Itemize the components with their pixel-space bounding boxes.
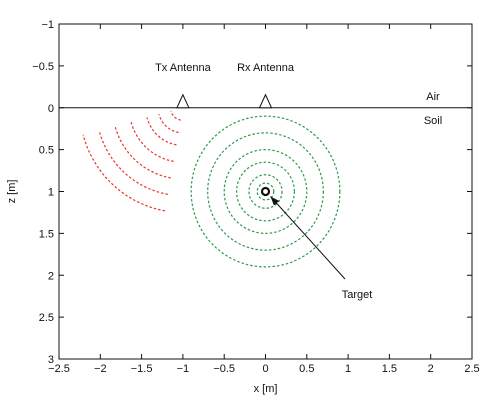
y-tick-label: 2	[48, 270, 54, 282]
y-tick-label: 0	[48, 103, 54, 115]
scattered-wavefront	[190, 115, 341, 268]
scattered-wavefront	[256, 182, 275, 201]
x-ticks: −2.5 −2 −1.5 −1 −0.5 0 0.5 1 1.5 2 2.5	[48, 24, 480, 375]
scattered-wavefront	[248, 174, 283, 209]
y-tick-label: 1	[48, 187, 54, 199]
scattered-wavefronts	[190, 115, 341, 268]
tx-antenna-label: Tx Antenna	[155, 62, 212, 74]
y-tick-label: 1.5	[39, 228, 54, 240]
target-label: Target	[342, 289, 373, 301]
target-arrowhead	[270, 196, 280, 206]
x-tick-label: −1	[177, 363, 190, 375]
transmitted-wavefront	[98, 130, 168, 195]
y-ticks: −1 −0.5 0 0.5 1 1.5 2 2.5 3	[32, 19, 472, 366]
x-tick-label: −1.5	[131, 363, 153, 375]
scattered-wavefront	[235, 161, 296, 222]
y-tick-label: 2.5	[39, 312, 54, 324]
transmitted-wavefront	[130, 121, 174, 162]
target-marker	[260, 186, 271, 197]
target-arrow	[270, 196, 346, 280]
x-tick-label: 0.5	[299, 363, 314, 375]
transmitted-wavefront	[146, 117, 177, 146]
transmitted-wavefront	[114, 126, 171, 179]
scattered-wavefront	[207, 132, 324, 251]
x-tick-label: 1.5	[382, 363, 397, 375]
y-tick-label: −1	[41, 19, 54, 31]
x-tick-label: −0.5	[213, 363, 235, 375]
scattered-wavefront	[223, 149, 308, 234]
rx-antenna-icon	[258, 93, 273, 109]
y-axis-label: z [m]	[6, 180, 18, 204]
x-tick-label: −2.5	[48, 363, 70, 375]
x-tick-label: 0	[262, 363, 268, 375]
y-tick-label: −0.5	[32, 61, 54, 73]
transmitted-wavefront	[170, 110, 181, 121]
x-tick-label: 1	[345, 363, 351, 375]
y-tick-label: 3	[48, 354, 54, 366]
x-tick-label: 2.5	[464, 363, 479, 375]
transmitted-wavefront	[158, 114, 179, 134]
tx-antenna-icon	[176, 93, 190, 109]
y-tick-label: 0.5	[39, 145, 54, 157]
transmitted-wavefront	[82, 134, 166, 212]
soil-label: Soil	[424, 115, 442, 127]
air-label: Air	[426, 91, 440, 103]
transmitted-wavefronts	[82, 110, 181, 212]
x-tick-label: −2	[94, 363, 107, 375]
x-axis-label: x [m]	[254, 383, 278, 395]
x-tick-label: 2	[428, 363, 434, 375]
rx-antenna-label: Rx Antenna	[237, 62, 295, 74]
